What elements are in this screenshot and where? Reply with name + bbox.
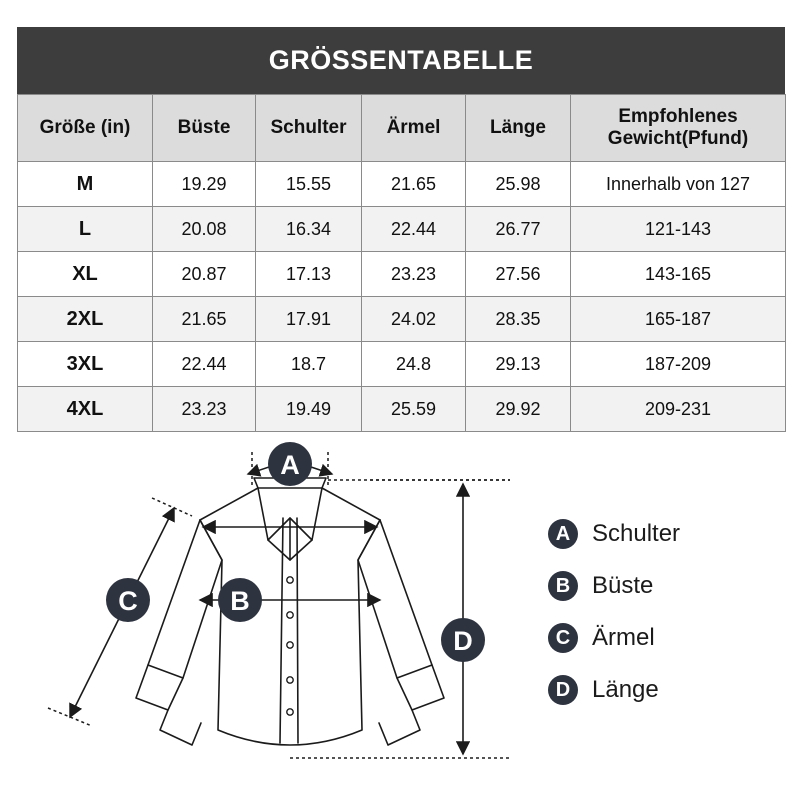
placket-left-line [279,517,284,744]
column-header-weight-line2: Gewicht(Pfund) [607,128,749,149]
cell-shoulder: 17.91 [255,296,362,342]
legend-badge-icon: A [548,519,578,549]
length-measure-guides [290,479,510,759]
button [286,641,294,649]
table-row: XL 20.87 17.13 23.23 27.56 143-165 [17,251,786,297]
cell-weight: 165-187 [570,296,786,342]
cell-length: 29.92 [465,386,571,432]
cell-length: 28.35 [465,296,571,342]
cell-weight: 121-143 [570,206,786,252]
diagram-marker-d: D [441,618,485,662]
cell-bust: 19.29 [152,161,256,207]
button [286,676,294,684]
column-header-bust: Büste [152,94,256,162]
marker-a-label: A [280,450,300,480]
table-row: M 19.29 15.55 21.65 25.98 Innerhalb von 127 [17,161,786,207]
table-header-row: Größe (in) Büste Schulter Ärmel Länge Em… [17,94,786,162]
measurement-diagram-area: A B C D A Schulter B Büste C Ärmel D Länge [0,440,800,800]
cell-shoulder: 16.34 [255,206,362,252]
legend-badge-icon: D [548,675,578,705]
legend-item-länge: D Länge [548,664,788,716]
cell-shoulder: 15.55 [255,161,362,207]
shoulder-arrow-left [246,463,273,477]
cell-shoulder: 19.49 [255,386,362,432]
cell-sleeve: 22.44 [361,206,466,252]
sleeve-guide-top [151,497,193,517]
sleeve-measure-guides [47,497,193,727]
legend-item-label: Ärmel [592,624,655,651]
cell-shoulder: 17.13 [255,251,362,297]
cell-sleeve: 21.65 [361,161,466,207]
diagram-marker-c: C [106,578,150,622]
marker-c-label: C [118,586,138,616]
cell-size: XL [17,251,153,297]
button [286,611,294,619]
cell-weight: 187-209 [570,341,786,387]
page-title: GRÖSSENTABELLE [17,27,785,94]
cell-length: 26.77 [465,206,571,252]
cell-shoulder: 18.7 [255,341,362,387]
size-table: Größe (in) Büste Schulter Ärmel Länge Em… [17,94,786,432]
shoulder-line [199,487,381,521]
legend-item-schulter: A Schulter [548,508,788,560]
cell-size: 3XL [17,341,153,387]
cell-size: L [17,206,153,252]
legend-item-label: Länge [592,676,659,703]
cell-length: 29.13 [465,341,571,387]
table-row: 2XL 21.65 17.91 24.02 28.35 165-187 [17,296,786,342]
column-header-size: Größe (in) [17,94,153,162]
cell-sleeve: 23.23 [361,251,466,297]
cell-weight: Innerhalb von 127 [570,161,786,207]
table-row: 3XL 22.44 18.7 24.8 29.13 187-209 [17,341,786,387]
right-sleeve-shape [357,519,445,711]
legend-item-büste: B Büste [548,560,788,612]
column-header-weight: Empfohlenes Gewicht(Pfund) [570,94,786,162]
marker-d-label: D [453,626,473,656]
right-cuff-shape [378,709,421,746]
cell-sleeve: 24.8 [361,341,466,387]
shirt-diagram: A B C D [47,442,510,759]
cell-size: 4XL [17,386,153,432]
legend-badge-icon: B [548,571,578,601]
cell-bust: 20.87 [152,251,256,297]
cell-length: 27.56 [465,251,571,297]
button [286,576,294,584]
table-row: L 20.08 16.34 22.44 26.77 121-143 [17,206,786,252]
marker-b-label: B [230,586,250,616]
column-header-length: Länge [465,94,571,162]
measurement-legend: A Schulter B Büste C Ärmel D Länge [548,508,788,716]
diagram-marker-b: B [218,578,262,622]
legend-item-label: Büste [592,572,654,599]
cell-size: M [17,161,153,207]
shoulder-arrow-right [307,463,334,477]
cell-bust: 23.23 [152,386,256,432]
placket-right-line [296,517,299,744]
legend-item-label: Schulter [592,520,681,547]
cell-size: 2XL [17,296,153,342]
button [286,708,294,716]
table-row: 4XL 23.23 19.49 25.59 29.92 209-231 [17,386,786,432]
cell-weight: 143-165 [570,251,786,297]
size-chart: GRÖSSENTABELLE Größe (in) Büste Schulter… [17,27,786,432]
column-header-sleeve: Ärmel [361,94,466,162]
left-sleeve-shape [135,519,223,711]
cell-length: 25.98 [465,161,571,207]
cell-sleeve: 25.59 [361,386,466,432]
cell-bust: 21.65 [152,296,256,342]
cell-weight: 209-231 [570,386,786,432]
left-cuff-shape [159,709,202,746]
diagram-marker-a: A [268,442,312,486]
cell-sleeve: 24.02 [361,296,466,342]
cell-bust: 22.44 [152,341,256,387]
column-header-weight-line1: Empfohlenes [618,106,738,128]
column-header-shoulder: Schulter [255,94,362,162]
button-group [286,576,294,716]
shirt-body-shape [199,519,381,746]
legend-badge-icon: C [548,623,578,653]
sleeve-guide-bottom [47,707,93,727]
legend-item-ärmel: C Ärmel [548,612,788,664]
cell-bust: 20.08 [152,206,256,252]
